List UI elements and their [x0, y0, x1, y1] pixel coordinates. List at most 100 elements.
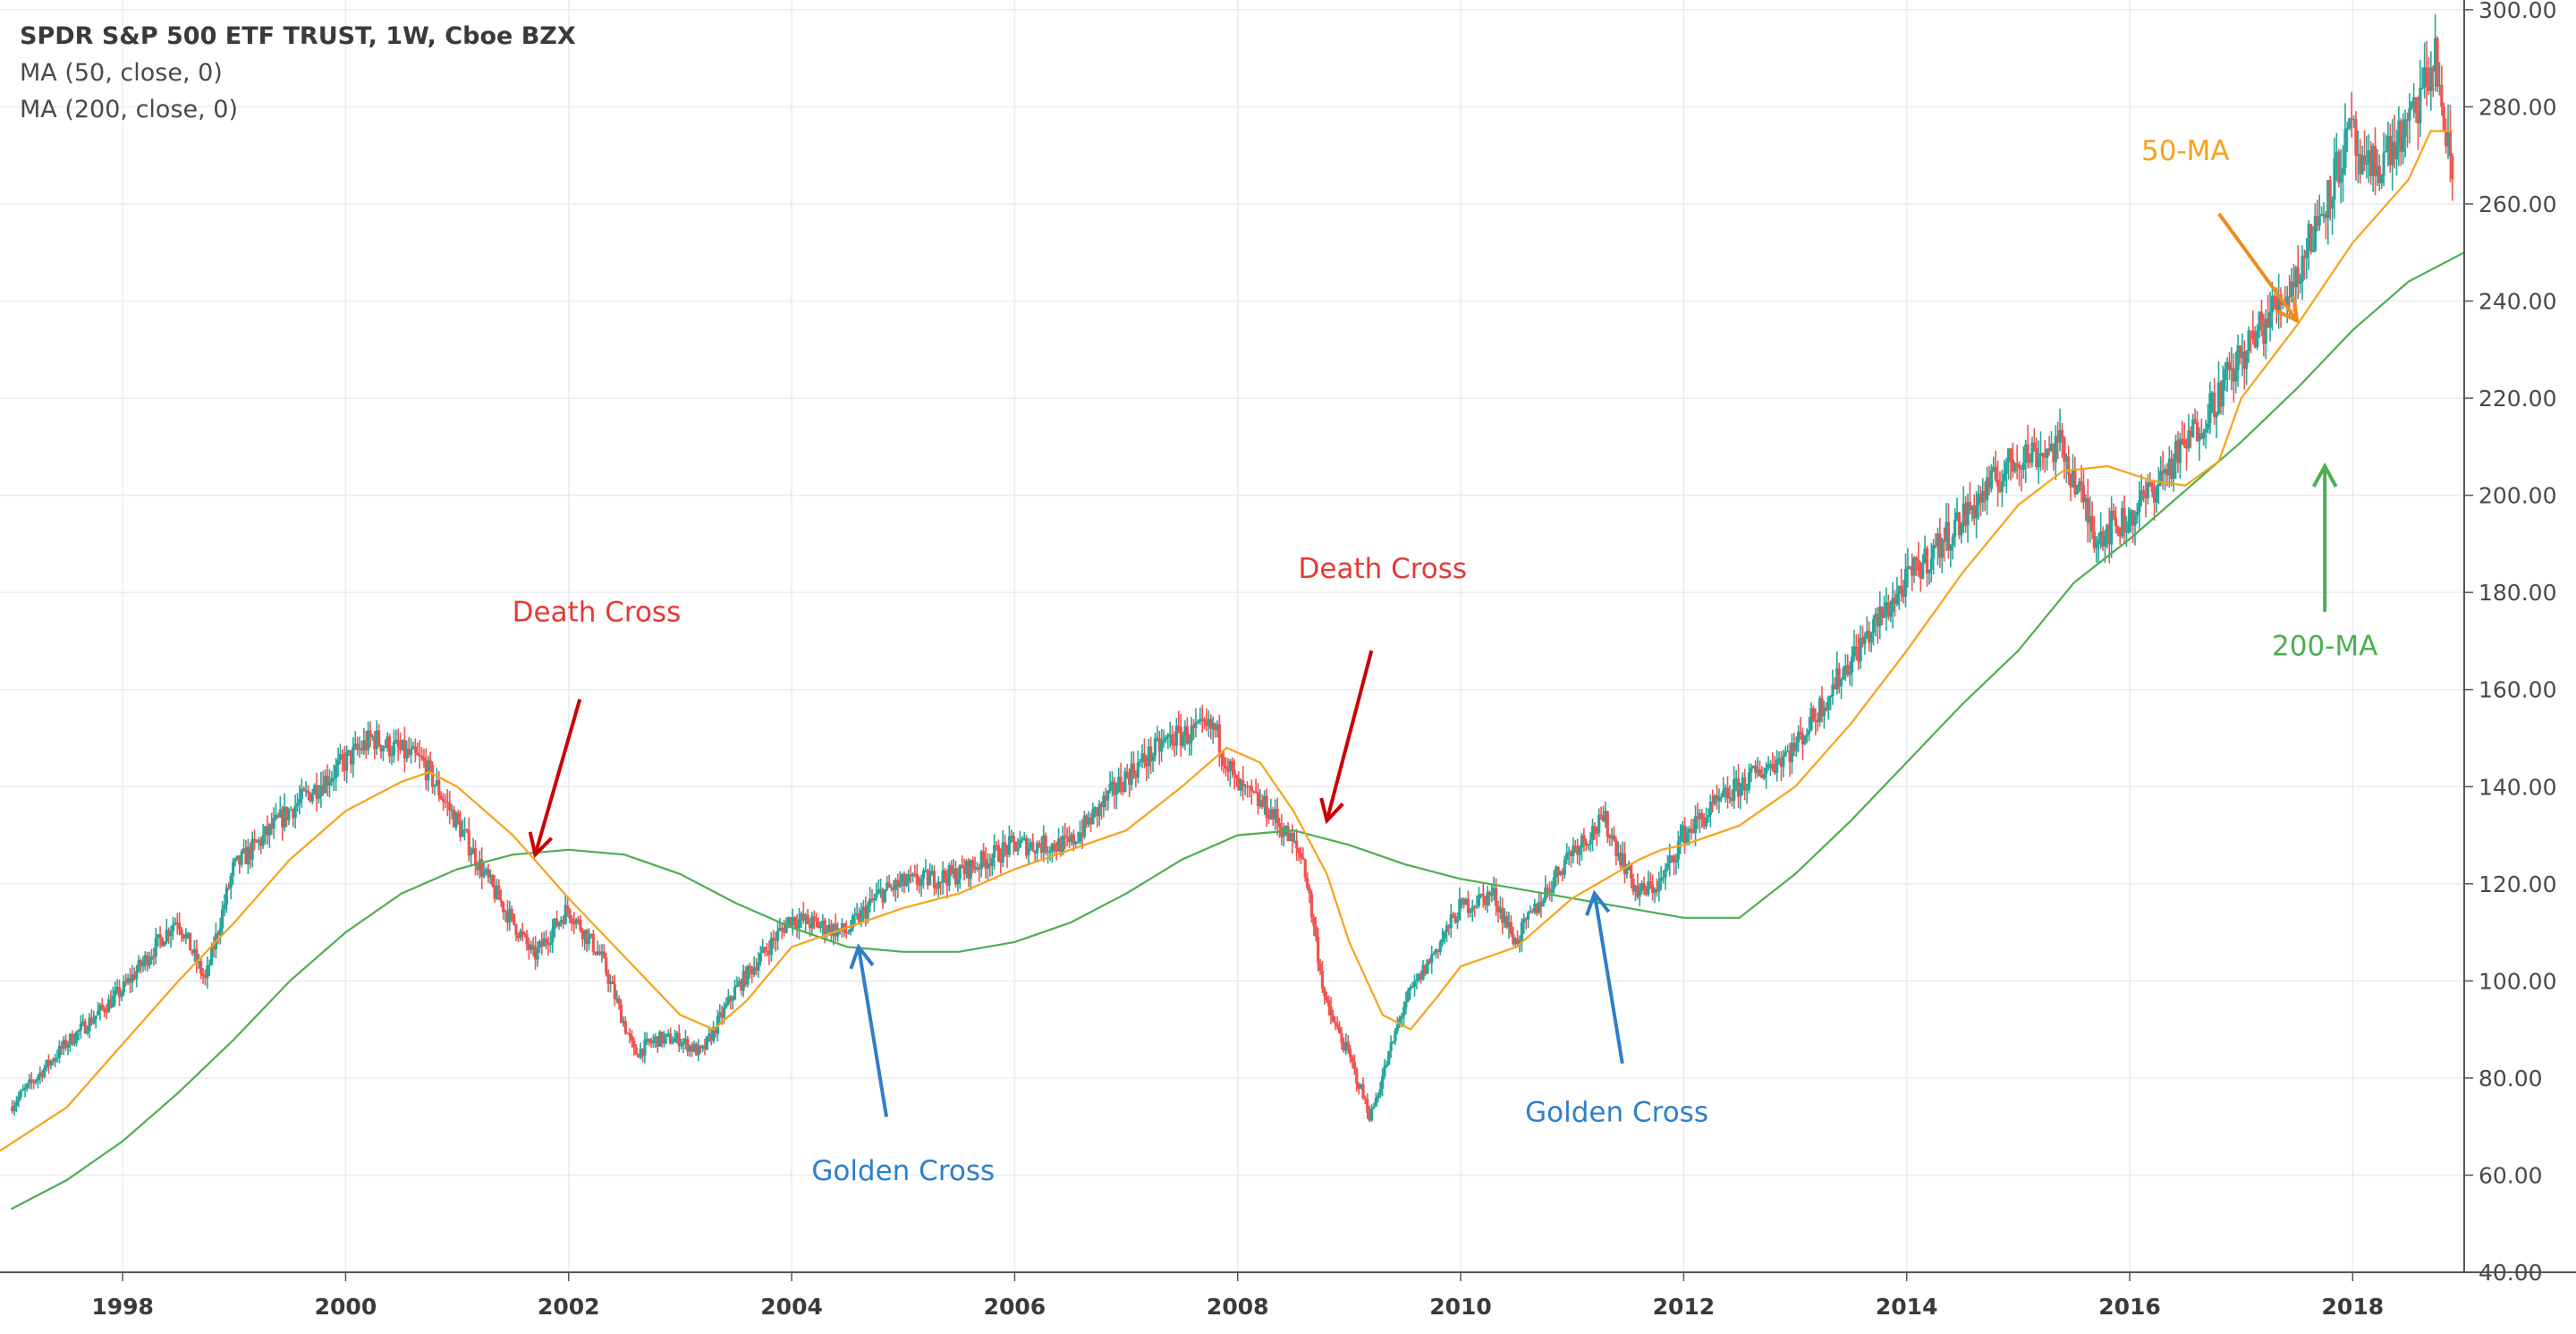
candle: [1912, 556, 1916, 583]
candle: [826, 924, 829, 939]
candle: [597, 944, 602, 956]
candle: [984, 846, 987, 879]
candle: [909, 865, 912, 884]
candle: [580, 928, 584, 947]
candle: [1565, 843, 1569, 865]
candle: [77, 1029, 80, 1041]
candle: [1369, 1104, 1374, 1122]
candle: [43, 1064, 47, 1079]
candle: [456, 809, 460, 825]
candle: [1383, 1058, 1386, 1080]
candle: [295, 793, 300, 812]
candle: [1992, 456, 1996, 472]
candle: [2251, 310, 2255, 345]
candle: [2296, 245, 2300, 300]
candle: [1275, 797, 1279, 836]
candle: [1854, 633, 1858, 660]
candle: [1569, 849, 1573, 868]
candle: [178, 912, 182, 936]
candle: [409, 738, 413, 764]
candle: [229, 872, 233, 900]
candle: [1334, 1016, 1337, 1031]
candle: [2152, 480, 2157, 521]
candle: [1256, 783, 1260, 815]
candle: [1897, 585, 1901, 610]
candle: [589, 933, 593, 939]
candle: [1449, 904, 1453, 939]
candle: [1089, 812, 1093, 832]
candle: [651, 1033, 656, 1049]
candle: [870, 888, 874, 904]
candle: [2101, 526, 2105, 551]
candle: [1044, 832, 1047, 855]
candle: [1213, 722, 1217, 738]
x-tick-label: 2018: [2322, 1294, 2385, 1320]
candle: [516, 932, 521, 943]
candle: [189, 932, 192, 951]
candle: [411, 741, 415, 750]
candle: [1655, 879, 1659, 897]
candle: [433, 784, 436, 796]
candle: [1421, 960, 1425, 981]
candle: [2316, 200, 2319, 232]
candle: [2032, 428, 2036, 452]
candle: [2089, 496, 2092, 543]
candle: [109, 990, 113, 1009]
candle: [939, 881, 943, 896]
candle: [540, 932, 544, 956]
candle: [767, 940, 771, 965]
candle: [197, 954, 200, 969]
candle: [74, 1030, 79, 1047]
candle: [1567, 846, 1571, 866]
candle: [1209, 714, 1213, 740]
candle: [141, 956, 145, 973]
candle: [806, 908, 809, 925]
candle: [855, 903, 859, 921]
candle: [484, 867, 488, 876]
annotation-label-2: Golden Cross: [811, 1155, 995, 1187]
candle: [1578, 845, 1581, 866]
candle: [249, 842, 252, 870]
candle: [505, 900, 510, 931]
candle: [2299, 274, 2302, 293]
candle: [847, 930, 851, 935]
candle: [1811, 705, 1816, 723]
candle: [28, 1074, 31, 1089]
candle: [995, 840, 998, 851]
candle: [630, 1030, 634, 1048]
candle: [392, 729, 395, 763]
candle: [1852, 630, 1856, 662]
candle: [1653, 887, 1657, 904]
candle: [1010, 829, 1013, 844]
x-tick-label: 2008: [1207, 1294, 1269, 1320]
candle: [1346, 1034, 1350, 1054]
candle: [358, 736, 361, 758]
candle: [1136, 750, 1140, 784]
candle: [1191, 718, 1196, 740]
candle: [1282, 822, 1285, 847]
candle: [444, 793, 447, 809]
candle: [1599, 806, 1603, 820]
candle: [369, 721, 372, 748]
candle: [88, 1013, 91, 1039]
candle: [2013, 462, 2017, 474]
candle: [2189, 426, 2192, 448]
candle: [1914, 556, 1919, 577]
candle: [149, 948, 154, 964]
candle: [1070, 832, 1073, 846]
x-tick-label: 2006: [984, 1294, 1046, 1320]
candle: [191, 949, 194, 956]
candle: [1715, 784, 1719, 811]
candle: [478, 850, 481, 879]
candle: [2020, 464, 2023, 492]
candle: [394, 729, 398, 744]
candle: [1348, 1045, 1352, 1064]
candle: [1402, 1001, 1406, 1026]
candle: [2318, 194, 2321, 232]
candle: [1022, 831, 1026, 841]
candle: [1665, 854, 1669, 871]
candle: [1458, 887, 1462, 921]
candle: [2095, 535, 2098, 564]
candle: [2305, 238, 2309, 279]
